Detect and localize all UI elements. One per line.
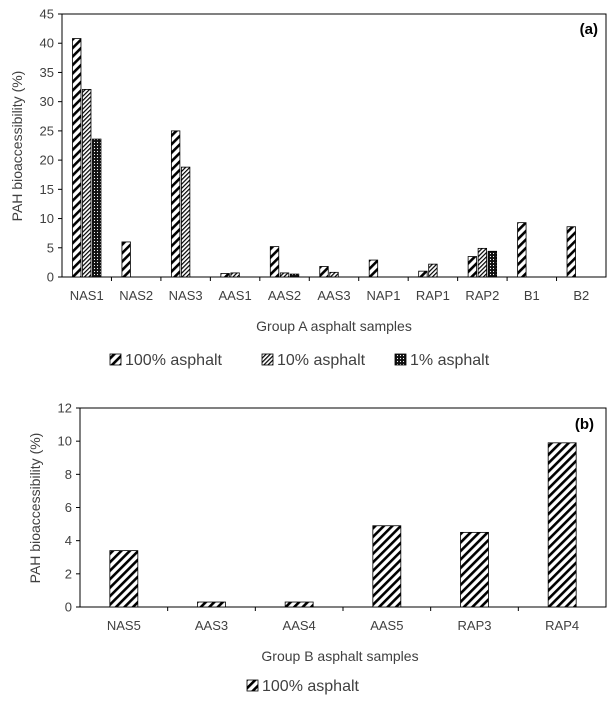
- bar-aas1-series-2: [230, 272, 240, 278]
- y-tick-label: 45: [40, 7, 54, 22]
- axes-a: 0 5 10 15 20 25 30 35 40 45 NAS1 NAS2 NAS3 AAS1 AAS2 AA…: [40, 7, 590, 304]
- x-tick-label: RAP2: [465, 288, 499, 303]
- legend-label: 100% asphalt: [262, 678, 360, 695]
- x-tick-label: NAS5: [107, 618, 141, 633]
- bar-nas1-series-3: [92, 138, 102, 278]
- bar-b1-series-1: [517, 222, 527, 278]
- legend-swatch: [261, 353, 274, 366]
- x-tick-label: AAS4: [283, 618, 316, 633]
- y-tick-label: 4: [65, 533, 72, 548]
- y-tick-label: 30: [40, 94, 54, 109]
- bar-b2-series-1: [566, 226, 576, 278]
- x-axis-title-a: Group A asphalt samples: [256, 318, 412, 334]
- bar-nas2-series-1: [121, 241, 131, 278]
- bars-a: [72, 38, 576, 278]
- bar-rap3-series-1: [460, 531, 489, 608]
- bar-rap2-series-3: [487, 250, 498, 278]
- legend-a: 100% asphalt 10% asphalt 1% asphalt: [109, 352, 490, 369]
- x-tick-label: AAS2: [268, 288, 301, 303]
- bar-nas3-series-1: [170, 130, 181, 278]
- bar-aas2-series-3: [289, 273, 300, 278]
- bar-rap2-series-2: [477, 247, 488, 278]
- panel-label-a: (a): [580, 21, 598, 38]
- bars-b: [109, 442, 577, 608]
- bar-rap4-series-1: [547, 442, 577, 608]
- legend-swatch: [394, 353, 407, 366]
- bar-nap1-series-1: [368, 259, 379, 278]
- bar-nas5-series-1: [109, 550, 139, 608]
- bar-aas4-series-1: [284, 601, 314, 608]
- bar-rap1-series-1: [418, 270, 428, 278]
- bar-nas1-series-1: [72, 38, 82, 278]
- y-tick-label: 8: [65, 467, 72, 482]
- y-tick-label: 5: [47, 240, 54, 255]
- legend-b: 100% asphalt: [246, 678, 360, 695]
- plot-frame-b: [79, 407, 607, 608]
- y-tick-label: 2: [65, 566, 72, 581]
- chart-panel-b: 0 2 4 6 8 10 12 NAS5 AAS3 AAS4 AAS5 RAP3 RAP4 (b) PA…: [27, 401, 607, 695]
- x-tick-label: AAS5: [370, 618, 403, 633]
- x-tick-label: B2: [573, 288, 589, 303]
- x-tick-label: RAP3: [458, 618, 492, 633]
- bar-aas1-series-1: [220, 273, 230, 278]
- y-axis-title-b: PAH bioaccessibility (%): [27, 433, 43, 584]
- legend-label: 100% asphalt: [125, 352, 223, 369]
- y-tick-label: 40: [40, 36, 54, 51]
- x-tick-label: NAS3: [169, 288, 203, 303]
- y-tick-label: 0: [47, 270, 54, 285]
- bar-aas2-series-2: [279, 272, 290, 278]
- bar-aas2-series-1: [269, 246, 280, 278]
- legend-swatch: [109, 353, 122, 366]
- axes-b: 0 2 4 6 8 10 12 NAS5 AAS3 AAS4 AAS5 RAP3 RAP4: [58, 401, 580, 634]
- x-tick-label: NAS2: [119, 288, 153, 303]
- x-tick-label: RAP1: [416, 288, 450, 303]
- bar-aas3-series-1: [197, 601, 226, 608]
- x-tick-label: NAS1: [70, 288, 104, 303]
- bar-rap1-series-2: [428, 263, 438, 278]
- legend-label: 10% asphalt: [277, 352, 366, 369]
- y-tick-label: 10: [58, 434, 72, 449]
- x-tick-label: B1: [524, 288, 540, 303]
- x-axis-title-b: Group B asphalt samples: [261, 648, 418, 664]
- y-tick-label: 0: [65, 600, 72, 615]
- x-tick-label: AAS3: [195, 618, 228, 633]
- bar-nas3-series-2: [180, 166, 191, 278]
- bar-nas1-series-2: [82, 88, 92, 278]
- y-tick-label: 6: [65, 500, 72, 515]
- bar-aas3-series-1: [319, 266, 329, 278]
- legend-swatch: [246, 679, 259, 692]
- legend-label: 1% asphalt: [410, 352, 490, 369]
- y-tick-label: 20: [40, 153, 54, 168]
- x-tick-label: AAS1: [218, 288, 251, 303]
- y-tick-label: 25: [40, 123, 54, 138]
- y-axis-title-a: PAH bioaccessibility (%): [9, 71, 25, 222]
- y-tick-label: 35: [40, 65, 54, 80]
- y-tick-label: 10: [40, 211, 54, 226]
- x-tick-label: AAS3: [317, 288, 350, 303]
- panel-label-b: (b): [575, 416, 594, 433]
- bar-aas3-series-2: [329, 271, 339, 278]
- x-tick-label: NAP1: [366, 288, 400, 303]
- y-tick-label: 12: [58, 401, 72, 416]
- y-tick-label: 15: [40, 182, 54, 197]
- x-tick-label: RAP4: [545, 618, 579, 633]
- chart-panel-a: 0 5 10 15 20 25 30 35 40 45 NAS1 NAS2 NAS3 AAS1 AAS2 AA…: [9, 7, 607, 369]
- bar-aas5-series-1: [372, 525, 402, 608]
- bar-rap2-series-1: [467, 256, 478, 278]
